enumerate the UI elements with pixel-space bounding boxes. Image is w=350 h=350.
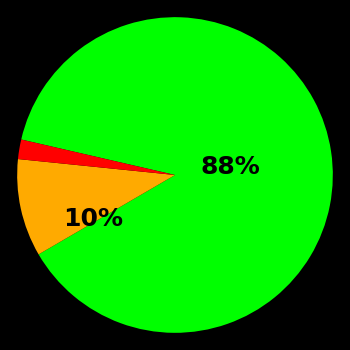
Text: 88%: 88% bbox=[200, 155, 260, 179]
Wedge shape bbox=[21, 17, 333, 333]
Wedge shape bbox=[17, 159, 175, 254]
Text: 10%: 10% bbox=[63, 207, 123, 231]
Wedge shape bbox=[18, 140, 175, 175]
